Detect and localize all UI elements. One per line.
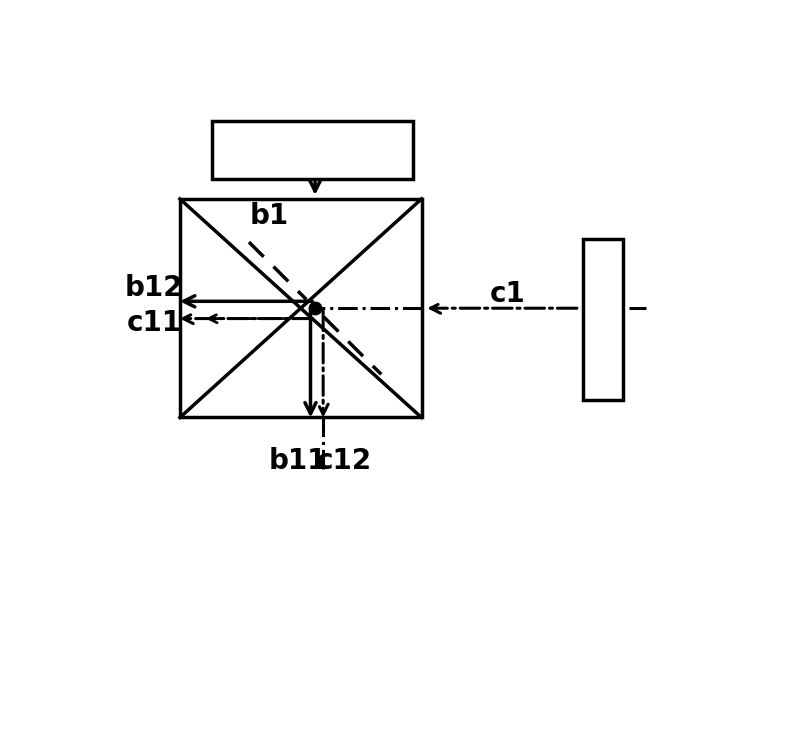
Text: b11: b11 <box>269 447 327 474</box>
Text: b12: b12 <box>125 274 183 302</box>
Bar <box>180 199 422 418</box>
Bar <box>582 239 623 400</box>
Text: c11: c11 <box>126 309 182 337</box>
Text: b1: b1 <box>250 202 289 230</box>
Bar <box>211 121 413 179</box>
Text: c1: c1 <box>490 280 526 308</box>
Text: c12: c12 <box>316 447 371 474</box>
